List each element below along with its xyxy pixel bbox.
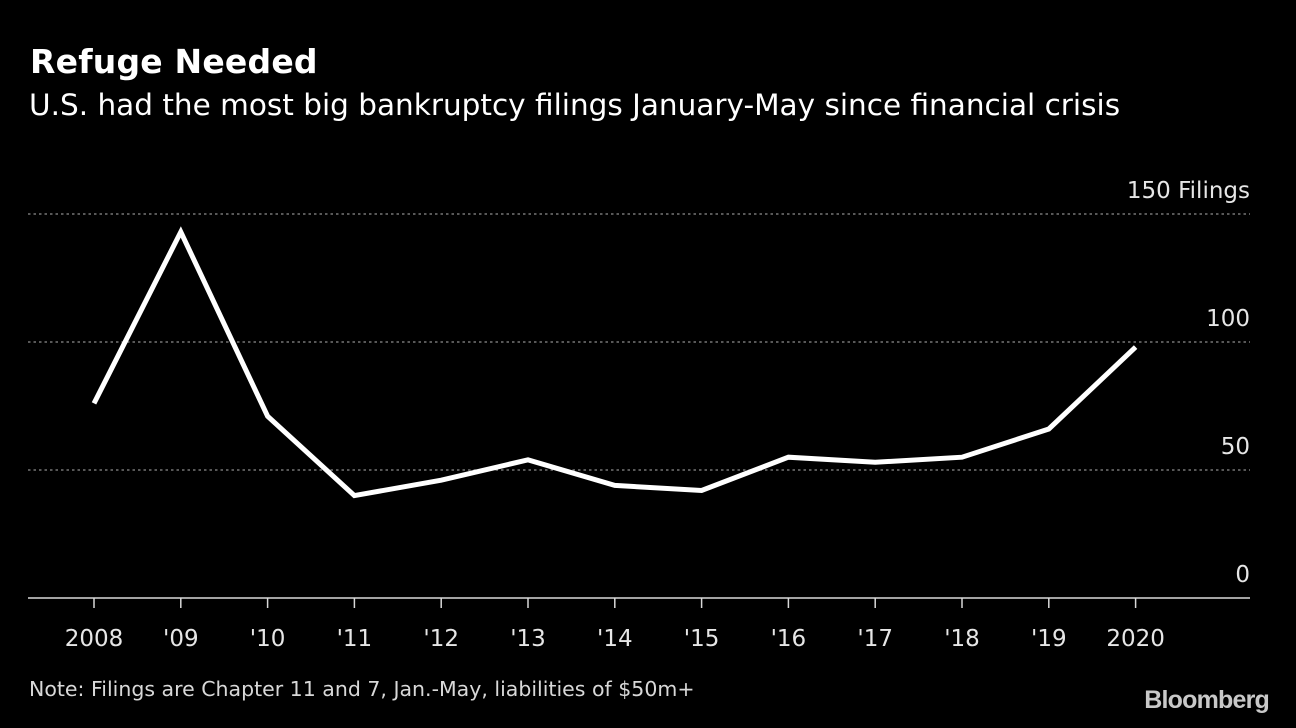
- x-tick-label: '10: [250, 626, 286, 652]
- y-tick-label: 50: [1221, 434, 1250, 460]
- x-tick-label: '19: [1031, 626, 1067, 652]
- bloomberg-logo: Bloomberg: [1144, 686, 1270, 714]
- x-tick-label: '17: [857, 626, 893, 652]
- series-layer: [91, 226, 1138, 499]
- x-tick-label: 2008: [65, 626, 124, 652]
- gridlines: [28, 213, 1250, 471]
- x-tick-label: '12: [423, 626, 459, 652]
- y-tick-label: 150 Filings: [1127, 178, 1250, 204]
- x-tick-label: '18: [944, 626, 980, 652]
- x-tick-label: 2020: [1106, 626, 1165, 652]
- y-axis-ticks: 0 50 100 150 Filings: [1127, 178, 1250, 588]
- x-tick-label: '16: [771, 626, 807, 652]
- chart-subtitle: U.S. had the most big bankruptcy filings…: [29, 88, 1121, 122]
- chart-title: Refuge Needed: [30, 42, 318, 81]
- x-tick-label: '11: [337, 626, 373, 652]
- x-tick-label: '09: [163, 626, 199, 652]
- x-tick-label: '13: [510, 626, 546, 652]
- series-line: [91, 226, 1138, 499]
- x-axis: 2008 '09 '10 '11 '12 '13 '14 '15 '16 '17 '18 '19 202…: [28, 597, 1250, 652]
- y-tick-label: 100: [1206, 306, 1250, 332]
- footnote: Note: Filings are Chapter 11 and 7, Jan.…: [29, 677, 695, 701]
- x-tick-label: '15: [684, 626, 720, 652]
- y-tick-label: 0: [1235, 562, 1250, 588]
- x-tick-label: '14: [597, 626, 633, 652]
